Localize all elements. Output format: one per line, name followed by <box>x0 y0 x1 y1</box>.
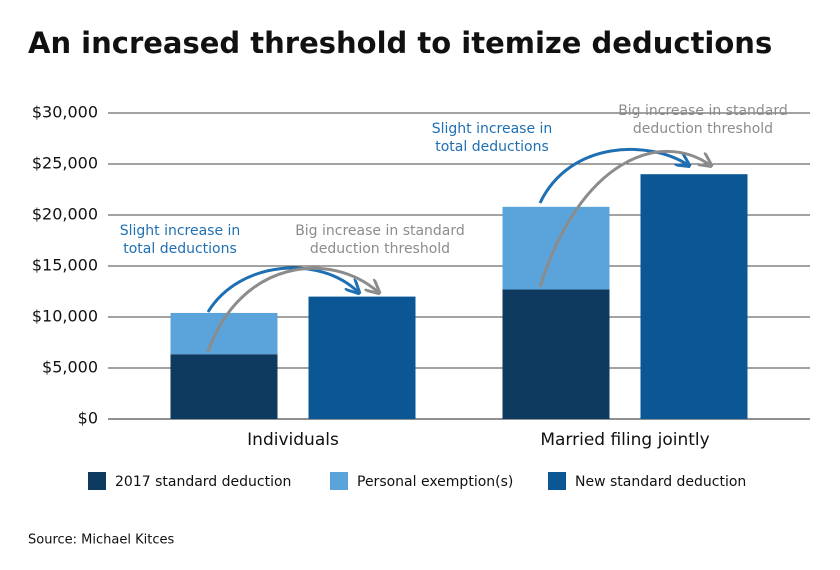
annotation: Slight increase in <box>432 121 553 137</box>
y-tick-label: $15,000 <box>32 256 98 275</box>
annotation: Big increase in standard <box>618 103 788 119</box>
annotation-arrow <box>206 266 378 353</box>
source: Source: Michael Kitces <box>28 533 174 548</box>
chart-title: An increased threshold to itemize deduct… <box>28 26 772 60</box>
legend-label: 2017 standard deduction <box>115 474 291 490</box>
bar <box>640 174 748 419</box>
annotation-arrow <box>206 266 358 313</box>
y-tick-label: $30,000 <box>32 103 98 122</box>
annotation: Slight increase in <box>120 223 241 239</box>
annotation: Big increase in standard <box>295 223 465 239</box>
annotation: total deductions <box>123 241 237 257</box>
y-tick-label: $10,000 <box>32 307 98 326</box>
bar <box>308 296 416 419</box>
annotation: deduction threshold <box>633 121 773 137</box>
y-tick-label: $20,000 <box>32 205 98 224</box>
annotation: total deductions <box>435 139 549 155</box>
legend-label: Personal exemption(s) <box>357 474 513 490</box>
legend-label: New standard deduction <box>575 474 746 490</box>
legend-swatch <box>548 472 566 490</box>
bar-segment <box>502 289 610 419</box>
y-tick-label: $0 <box>78 409 98 428</box>
annotation: deduction threshold <box>310 241 450 257</box>
x-tick-label: Individuals <box>247 430 339 450</box>
x-tick-label: Married filing jointly <box>540 430 709 450</box>
bar-segment <box>170 354 278 419</box>
y-tick-label: $5,000 <box>42 358 98 377</box>
legend-swatch <box>88 472 106 490</box>
legend-swatch <box>330 472 348 490</box>
annotation-arrow <box>538 148 688 204</box>
y-tick-label: $25,000 <box>32 154 98 173</box>
annotation-arrow <box>538 150 710 288</box>
